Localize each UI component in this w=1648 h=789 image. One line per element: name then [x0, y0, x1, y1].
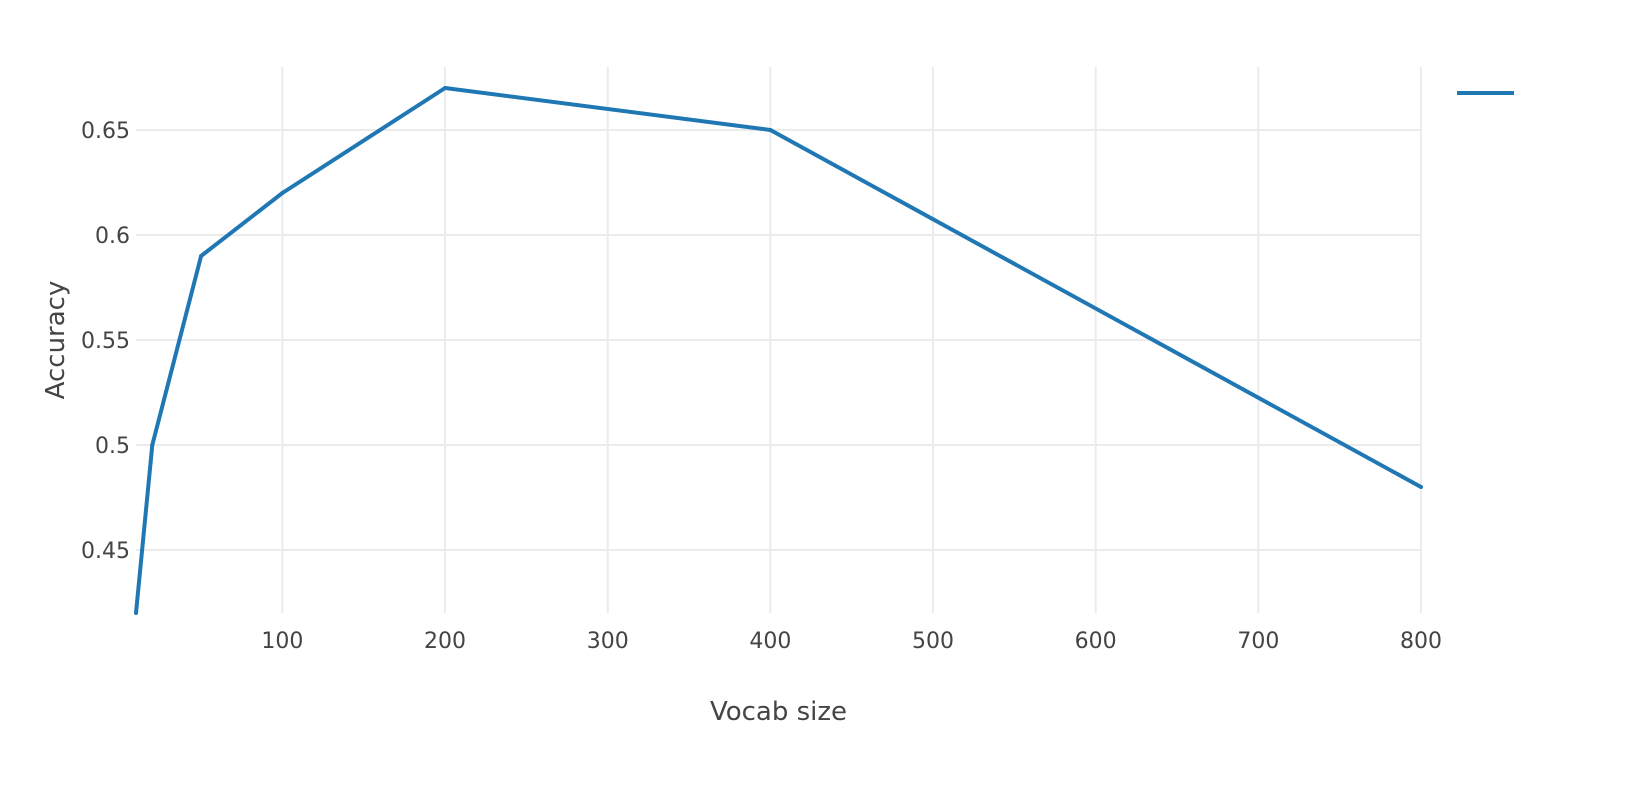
y-tick-label: 0.5	[95, 434, 130, 459]
data-point[interactable]	[768, 128, 773, 132]
x-axis-title: Vocab size	[710, 697, 847, 727]
x-axis-ticks: 100 200 300 400 500 600 700 800	[261, 629, 1442, 654]
data-point[interactable]	[1419, 485, 1423, 489]
data-point[interactable]	[443, 86, 448, 90]
x-tick-label: 500	[912, 629, 954, 654]
grid	[136, 67, 1422, 613]
y-tick-label: 0.45	[81, 539, 130, 564]
data-point[interactable]	[280, 191, 285, 195]
x-tick-label: 400	[749, 629, 791, 654]
x-tick-label: 600	[1075, 629, 1117, 654]
y-axis-ticks: 0.45 0.5 0.55 0.6 0.65	[81, 119, 130, 564]
y-tick-label: 0.65	[81, 119, 130, 144]
series-lines	[134, 86, 1423, 615]
x-tick-label: 800	[1400, 629, 1442, 654]
y-tick-label: 0.6	[95, 224, 130, 249]
x-tick-label: 700	[1237, 629, 1279, 654]
data-point[interactable]	[199, 254, 204, 258]
series-line[interactable]	[134, 86, 1422, 614]
y-axis-title: Accuracy	[41, 281, 71, 400]
x-tick-label: 300	[587, 629, 629, 654]
data-point[interactable]	[150, 443, 155, 447]
x-tick-label: 100	[261, 629, 303, 654]
data-point[interactable]	[134, 611, 138, 615]
x-tick-label: 200	[424, 629, 466, 654]
y-tick-label: 0.55	[81, 329, 130, 354]
